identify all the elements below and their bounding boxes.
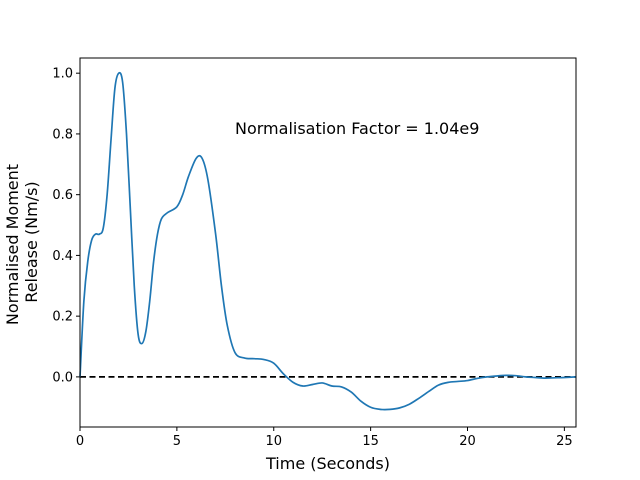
y-tick-label: 0.6 xyxy=(52,188,73,203)
annotation-text: Normalisation Factor = 1.04e9 xyxy=(235,119,479,138)
x-tick-label: 25 xyxy=(556,434,573,449)
x-tick-label: 0 xyxy=(76,434,84,449)
y-axis-label-line-2: Release (Nm/s) xyxy=(22,181,41,302)
y-axis-label: Normalised Moment Release (Nm/s) xyxy=(3,159,41,325)
y-tick-label: 0.4 xyxy=(52,249,73,264)
x-tick-label: 5 xyxy=(173,434,181,449)
plot-frame xyxy=(79,57,577,428)
x-tick-label: 15 xyxy=(362,434,379,449)
x-tick-label: 20 xyxy=(459,434,476,449)
y-axis-label-line-1: Normalised Moment xyxy=(3,164,22,325)
x-axis-label: Time (Seconds) xyxy=(265,454,390,473)
y-tick-label: 0.2 xyxy=(52,310,73,325)
y-tick-label: 1.0 xyxy=(52,67,73,82)
y-tick-label: 0.0 xyxy=(52,370,73,385)
x-tick-label: 10 xyxy=(265,434,282,449)
x-tick-group: 0 5 10 15 20 25 xyxy=(76,427,573,449)
series-line xyxy=(79,71,577,411)
y-tick-group: 0.0 0.2 0.4 0.6 0.8 1.0 xyxy=(52,67,80,385)
y-tick-label: 0.8 xyxy=(52,127,73,142)
